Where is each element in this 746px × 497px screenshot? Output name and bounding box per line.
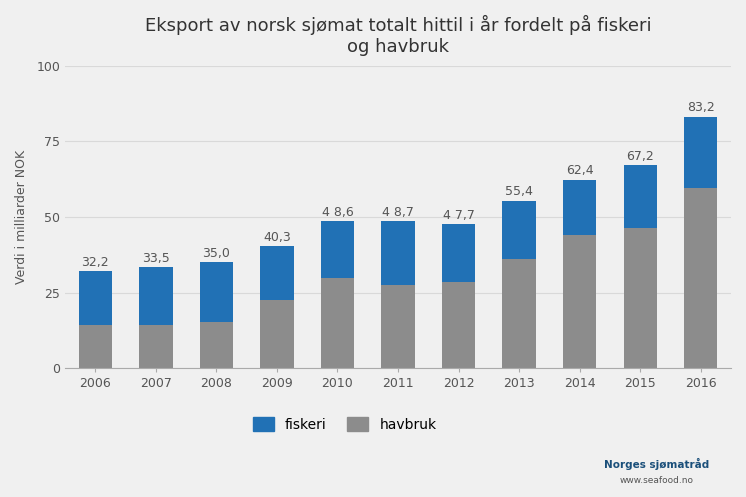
Bar [78, 325, 112, 368]
Text: 83,2: 83,2 [687, 101, 715, 114]
Text: 67,2: 67,2 [627, 150, 654, 163]
Bar [624, 228, 656, 368]
Text: 4 8,6: 4 8,6 [322, 206, 354, 219]
Bar [684, 188, 718, 368]
Text: 40,3: 40,3 [263, 231, 291, 244]
Bar [200, 262, 233, 322]
Text: 35,0: 35,0 [202, 247, 231, 260]
Bar [503, 259, 536, 368]
Title: Eksport av norsk sjømat totalt hittil i år fordelt på fiskeri
og havbruk: Eksport av norsk sjømat totalt hittil i … [145, 15, 651, 56]
Bar [260, 300, 294, 368]
Y-axis label: Verdi i milliarder NOK: Verdi i milliarder NOK [15, 150, 28, 284]
Bar [381, 285, 415, 368]
Bar [78, 271, 112, 325]
Bar [684, 117, 718, 188]
Legend: fiskeri, havbruk: fiskeri, havbruk [248, 412, 442, 437]
Bar [140, 267, 172, 325]
Bar [200, 322, 233, 368]
Text: Norges sjømatråd: Norges sjømatråd [604, 458, 709, 470]
Text: 4 7,7: 4 7,7 [442, 209, 474, 222]
Bar [563, 235, 596, 368]
Bar [503, 201, 536, 259]
Bar [140, 325, 172, 368]
Bar [321, 221, 354, 278]
Bar [563, 179, 596, 235]
Text: 32,2: 32,2 [81, 255, 109, 268]
Text: 4 8,7: 4 8,7 [382, 206, 414, 219]
Bar [624, 165, 656, 228]
Bar [260, 247, 294, 300]
Text: 33,5: 33,5 [142, 251, 170, 264]
Bar [321, 278, 354, 368]
Bar [442, 282, 475, 368]
Bar [442, 224, 475, 282]
Text: 62,4: 62,4 [565, 164, 594, 177]
Text: www.seafood.no: www.seafood.no [619, 476, 694, 485]
Bar [381, 221, 415, 285]
Text: 55,4: 55,4 [505, 185, 533, 198]
